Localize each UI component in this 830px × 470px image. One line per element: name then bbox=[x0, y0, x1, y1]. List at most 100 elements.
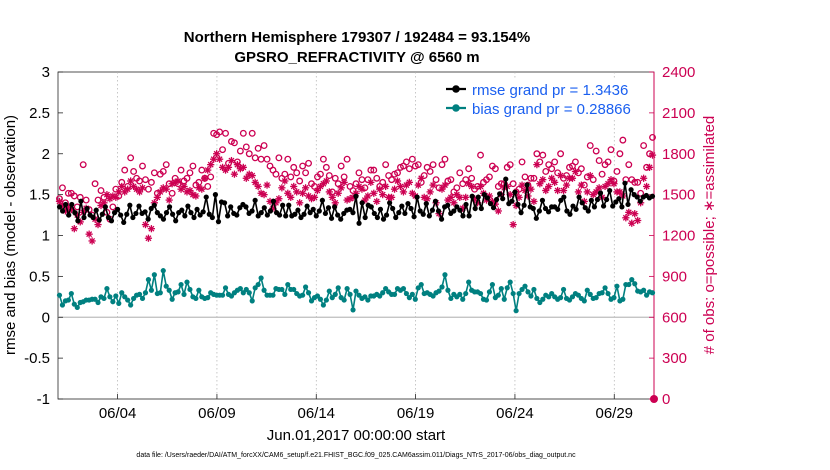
x-tick-label: 06/09 bbox=[198, 405, 236, 422]
rmse-point bbox=[368, 204, 374, 210]
rmse-point bbox=[191, 214, 197, 221]
obs-assimilated-point bbox=[376, 185, 384, 193]
obs-assimilated-point bbox=[337, 184, 345, 192]
rmse-point bbox=[420, 211, 426, 217]
rmse-point bbox=[78, 198, 84, 204]
rmse-point bbox=[188, 210, 194, 216]
bias-point bbox=[107, 294, 113, 300]
obs-assimilated-point bbox=[325, 188, 333, 196]
rmse-point bbox=[237, 205, 243, 211]
obs-assimilated-point bbox=[571, 167, 580, 176]
rmse-point bbox=[338, 216, 344, 222]
bias-point bbox=[400, 286, 407, 292]
rmse-point bbox=[475, 194, 481, 200]
obs-assimilated-point bbox=[239, 163, 247, 171]
rmse-point bbox=[319, 197, 325, 203]
rmse-point bbox=[469, 193, 475, 199]
chart-subtitle: GPSRO_REFRACTIVITY @ 6560 m bbox=[234, 49, 479, 66]
bias-point bbox=[445, 287, 451, 293]
rmse-point bbox=[377, 206, 384, 212]
rmse-point bbox=[136, 203, 142, 209]
rmse-point bbox=[75, 218, 81, 224]
rmse-point bbox=[500, 196, 506, 202]
rmse-point bbox=[484, 195, 491, 201]
obs-possible-point bbox=[97, 187, 105, 194]
bias-point bbox=[317, 296, 324, 302]
obs-assimilated-point bbox=[509, 221, 517, 229]
rmse-point bbox=[108, 218, 115, 224]
obs-assimilated-point bbox=[429, 181, 437, 189]
bias-point bbox=[504, 285, 510, 291]
obs-assimilated-point bbox=[224, 163, 233, 171]
rmse-point bbox=[160, 216, 167, 222]
rmse-point bbox=[561, 194, 567, 200]
bias-point bbox=[522, 283, 528, 289]
bias-point bbox=[110, 299, 116, 305]
rmse-point bbox=[432, 198, 439, 204]
rmse-point bbox=[472, 205, 478, 212]
obs-possible-point bbox=[438, 161, 446, 169]
obs-possible-point bbox=[426, 168, 434, 175]
obs-assimilated-point bbox=[607, 176, 615, 184]
bias-point bbox=[246, 290, 252, 296]
rmse-point bbox=[622, 180, 628, 186]
rmse-point bbox=[380, 216, 387, 222]
rmse-point bbox=[182, 213, 188, 219]
obs-possible-point bbox=[595, 157, 603, 165]
bias-point bbox=[74, 304, 80, 311]
rmse-point bbox=[353, 193, 359, 199]
obs-assimilated-point bbox=[174, 177, 182, 185]
bias-point bbox=[344, 286, 350, 292]
obs-assimilated-point bbox=[645, 163, 654, 171]
obs-possible-point bbox=[491, 165, 499, 173]
obs-possible-point bbox=[548, 165, 556, 173]
rmse-point bbox=[530, 205, 536, 212]
bias-point bbox=[513, 308, 519, 314]
rmse-point bbox=[185, 203, 191, 209]
bias-point bbox=[605, 290, 611, 297]
obs-possible-point bbox=[477, 151, 484, 159]
rmse-point bbox=[387, 200, 393, 206]
rmse-point bbox=[96, 217, 102, 223]
bias-point bbox=[300, 292, 306, 298]
rmse-point bbox=[322, 210, 329, 217]
obs-assimilated-point bbox=[88, 237, 96, 245]
obs-assimilated-point bbox=[634, 216, 642, 225]
obs-assimilated-point bbox=[631, 210, 639, 218]
left-tick-label: 1 bbox=[42, 228, 50, 245]
bias-point bbox=[139, 295, 146, 302]
obs-possible-point bbox=[589, 176, 597, 184]
obs-possible-point bbox=[405, 165, 413, 173]
obs-possible-point bbox=[527, 174, 535, 182]
obs-assimilated-point bbox=[124, 185, 132, 193]
rmse-point bbox=[591, 204, 598, 210]
right-tick-label: 2400 bbox=[662, 64, 695, 81]
obs-possible-point bbox=[186, 169, 194, 177]
rmse-point bbox=[261, 205, 267, 211]
rmse-point bbox=[203, 194, 209, 200]
rmse-point bbox=[460, 213, 466, 219]
obs-possible-point bbox=[485, 173, 493, 181]
obs-assimilated-point bbox=[180, 182, 188, 191]
rmse-point bbox=[512, 189, 518, 195]
bias-point bbox=[125, 297, 131, 303]
rmse-point bbox=[194, 206, 200, 212]
bias-point bbox=[258, 275, 264, 281]
right-tick-label: 900 bbox=[662, 268, 687, 285]
bias-point bbox=[65, 297, 71, 303]
obs-possible-point bbox=[577, 165, 585, 173]
obs-assimilated-point bbox=[216, 155, 224, 163]
obs-possible-point bbox=[337, 162, 345, 170]
rmse-point bbox=[649, 193, 656, 199]
rmse-point bbox=[454, 204, 460, 210]
obs-possible-point bbox=[551, 158, 559, 166]
bias-point bbox=[412, 296, 418, 302]
rmse-point bbox=[341, 210, 347, 217]
bias-point bbox=[581, 298, 587, 304]
rmse-point bbox=[215, 219, 222, 225]
bias-point bbox=[460, 296, 466, 302]
legend: rmse grand pr = 1.3436 bias grand pr = 0… bbox=[444, 79, 646, 118]
rmse-point bbox=[383, 212, 390, 218]
obs-possible-point bbox=[414, 161, 422, 169]
